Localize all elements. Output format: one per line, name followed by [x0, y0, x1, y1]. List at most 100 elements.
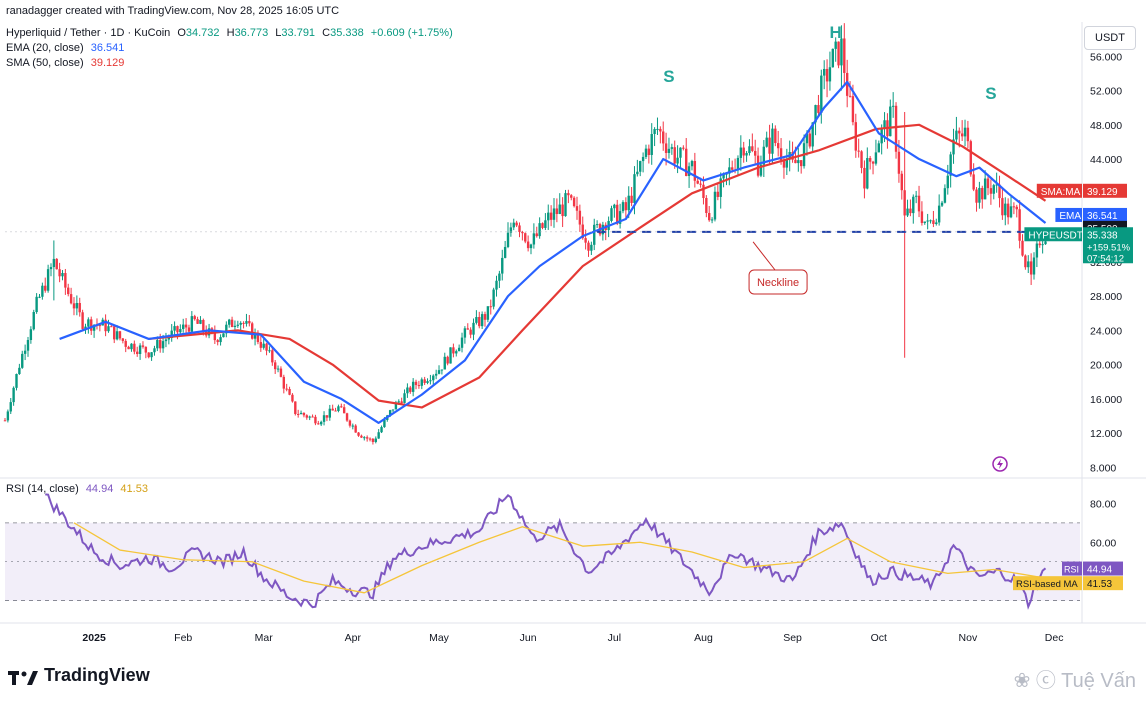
candle-body	[411, 381, 415, 392]
candle-body	[705, 198, 708, 213]
candle-body	[452, 347, 455, 354]
sma-legend[interactable]: SMA (50, close) 39.129	[6, 57, 128, 69]
candle-body	[12, 387, 15, 403]
candle-body	[794, 159, 797, 164]
candle-body	[18, 367, 21, 375]
candle-body	[1024, 255, 1027, 268]
price-tick-label: 16.000	[1090, 394, 1122, 406]
candle-body	[92, 324, 96, 331]
candle-body	[337, 406, 340, 411]
candle-body	[222, 333, 225, 338]
candle-body	[87, 319, 90, 327]
candle-body	[110, 326, 113, 328]
candle-body	[265, 343, 268, 351]
candle-body	[866, 158, 869, 189]
candle-body	[302, 412, 306, 416]
symbol-tag: HYPEUSDT	[1028, 230, 1082, 241]
candle-body	[817, 105, 820, 113]
candle-body	[308, 416, 311, 418]
candle-body	[345, 413, 349, 421]
candle-body	[285, 388, 288, 390]
candle-body	[423, 379, 426, 383]
candle-body	[989, 188, 993, 194]
candle-body	[190, 316, 194, 332]
tradingview-brand[interactable]: TradingView	[8, 665, 150, 686]
candle-body	[857, 150, 860, 152]
candle-body	[975, 189, 978, 203]
candle-body	[756, 155, 760, 176]
candle-body	[75, 302, 79, 309]
pattern-label: S	[663, 67, 674, 86]
candle-body	[785, 159, 789, 168]
candle-body	[828, 67, 832, 82]
candle-body	[460, 337, 464, 348]
candle-body	[935, 222, 938, 225]
candle-body	[745, 153, 748, 156]
rsi-tick-label: 80.00	[1090, 498, 1116, 510]
candle-body	[897, 151, 901, 174]
candle-body	[133, 343, 136, 352]
watermark-flower-icon: ❀	[1013, 670, 1031, 692]
candle-body	[406, 387, 409, 394]
candle-body	[570, 195, 573, 198]
candle-body	[538, 223, 541, 237]
ohlc-close: C35.338	[322, 27, 364, 39]
sma-price-tag-bg	[1083, 183, 1127, 198]
neckline-label: Neckline	[757, 277, 799, 289]
candle-body	[498, 273, 501, 281]
candle-body	[1006, 203, 1010, 218]
candle-body	[144, 346, 148, 353]
candle-body	[765, 137, 768, 147]
candle-body	[728, 167, 731, 174]
candle-body	[610, 208, 613, 221]
ema-legend[interactable]: EMA (20, close) 36.541	[6, 42, 128, 54]
candle-body	[981, 187, 984, 200]
candle-body	[912, 196, 915, 214]
candle-body	[259, 342, 263, 348]
candle-body	[314, 416, 317, 424]
candle-body	[501, 257, 504, 274]
rsi-legend[interactable]: RSI (14, close) 44.94 41.53	[6, 483, 152, 495]
candle-body	[644, 148, 648, 157]
candle-body	[883, 120, 886, 129]
candle-body	[1004, 203, 1007, 216]
candle-body	[147, 352, 150, 358]
price-tick-label: 28.000	[1090, 291, 1122, 303]
candle-body	[1038, 243, 1041, 246]
candle-body	[716, 191, 720, 197]
candle-body	[138, 345, 142, 354]
candle-body	[693, 161, 697, 181]
candle-body	[797, 160, 800, 164]
time-tick-label: Jul	[608, 632, 621, 644]
candle-body	[650, 133, 653, 155]
time-tick-label: Nov	[959, 632, 978, 644]
candle-body	[282, 376, 286, 389]
pattern-label: S	[985, 84, 996, 103]
candle-body	[32, 312, 35, 330]
alert-lightning-icon	[992, 456, 1008, 472]
time-tick-label: Feb	[174, 632, 192, 644]
candle-body	[202, 319, 205, 331]
candle-body	[294, 401, 297, 414]
candle-body	[153, 348, 156, 353]
candle-body	[184, 324, 188, 328]
neckline-callout-pointer	[752, 241, 776, 271]
candle-body	[943, 188, 947, 203]
candle-body	[736, 157, 740, 171]
currency-button[interactable]: USDT	[1084, 26, 1136, 50]
candle-body	[417, 385, 421, 387]
candle-body	[363, 437, 366, 439]
rsi-legend-value: 44.94	[85, 483, 114, 495]
candle-body	[719, 178, 722, 197]
candle-body	[236, 324, 240, 326]
candle-body	[547, 212, 550, 221]
sma-price-tag: 39.129	[1087, 187, 1118, 198]
candle-body	[374, 438, 377, 442]
candle-body	[397, 401, 400, 403]
candle-body	[52, 258, 56, 268]
candle-body	[368, 438, 372, 440]
candle-body	[67, 287, 70, 295]
candle-body	[555, 208, 559, 215]
candle-body	[779, 148, 783, 161]
